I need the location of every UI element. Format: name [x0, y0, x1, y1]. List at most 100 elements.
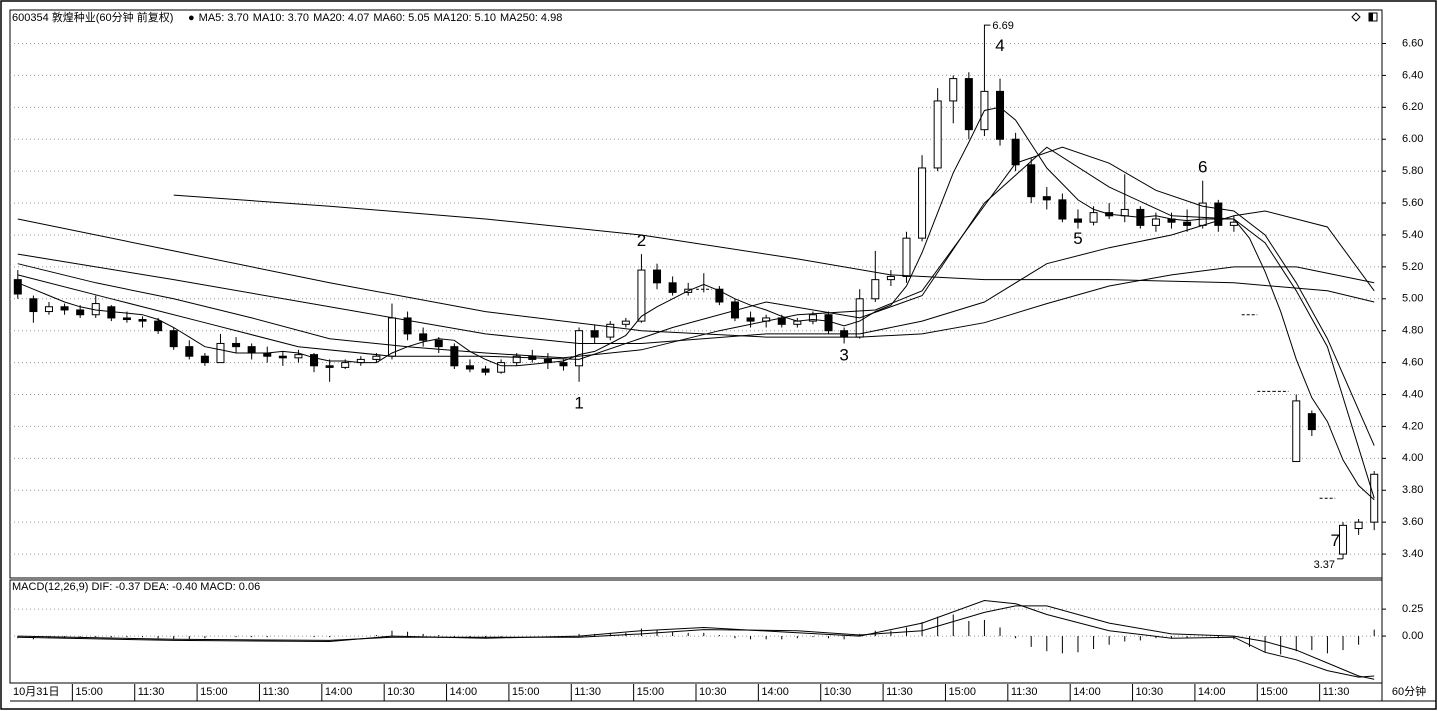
chart-title: 600354 敦煌种业(60分钟 前复权): [12, 10, 173, 24]
annotation: 1: [574, 394, 583, 413]
candle-body: [793, 320, 802, 325]
y-tick-label: 6.40: [1402, 69, 1423, 81]
x-tick-label: 11:30: [262, 686, 289, 698]
candle-body: [200, 355, 209, 364]
x-tick-label: 11:30: [1323, 686, 1350, 698]
x-tick-label: 15:00: [75, 686, 103, 698]
candle-body: [606, 323, 615, 338]
candle-body: [154, 320, 163, 332]
x-tick-label: 14:00: [1198, 686, 1226, 698]
candle-body: [29, 298, 38, 313]
candle-body: [964, 78, 973, 131]
candle-body: [434, 339, 443, 348]
candle-body: [1292, 400, 1301, 463]
x-tick-label: 10:30: [824, 686, 852, 698]
y-tick-label: 3.60: [1402, 516, 1423, 528]
ma-line: [17, 146, 1375, 499]
candle-body: [138, 319, 147, 322]
y-tick-label: 5.40: [1402, 229, 1423, 241]
y-tick-label: 6.00: [1402, 133, 1423, 145]
diamond-icon[interactable]: [1351, 12, 1361, 22]
candle-body: [1073, 218, 1082, 223]
candle-body: [76, 309, 85, 316]
candle-body: [60, 306, 69, 311]
candle-body: [668, 282, 677, 293]
annotation: 4: [995, 36, 1004, 55]
candle-body: [1214, 202, 1223, 226]
macd-line: [17, 605, 1375, 680]
candle-body: [263, 352, 272, 357]
legend-entry: MA20: 4.07: [313, 12, 369, 24]
annotation: 5: [1073, 229, 1082, 248]
candle-body: [216, 342, 225, 364]
candle-body: [1307, 413, 1316, 431]
candle-body: [653, 269, 662, 284]
candle-body: [1058, 199, 1067, 220]
candle-body: [294, 354, 303, 359]
candle-body: [310, 354, 319, 367]
y-tick-label: 4.20: [1402, 420, 1423, 432]
candle-body: [1151, 218, 1160, 226]
x-tick-label: 10:30: [1136, 686, 1164, 698]
annotation: 6: [1198, 157, 1207, 176]
candle-body: [341, 362, 350, 368]
x-tick-label: 10月31日: [13, 686, 59, 698]
candle-body: [107, 306, 116, 319]
y-tick-label: 6.60: [1402, 37, 1423, 49]
y-tick-label: 0.00: [1402, 630, 1423, 642]
candle-body: [512, 355, 521, 364]
x-tick-label: 15:00: [1260, 686, 1288, 698]
y-tick-label: 4.80: [1402, 325, 1423, 337]
ma-line: [17, 106, 1375, 501]
candle-body: [122, 317, 131, 321]
candle-body: [1370, 473, 1379, 523]
y-tick-label: 4.40: [1402, 388, 1423, 400]
legend-entry: MA10: 3.70: [253, 12, 309, 24]
x-tick-label: 11:30: [1011, 686, 1038, 698]
x-tick-label: 15:00: [637, 686, 665, 698]
candle-body: [247, 346, 256, 354]
candle-body: [621, 320, 630, 325]
annotation: 7: [1330, 531, 1339, 550]
x-tick-label: 11:30: [138, 686, 165, 698]
candle-body: [278, 355, 287, 359]
y-tick-label: 5.00: [1402, 293, 1423, 305]
high-label: 6.69: [992, 20, 1013, 32]
ma-line: [173, 194, 1375, 303]
ma-line: [17, 218, 1375, 338]
x-tick-label: 15:00: [948, 686, 976, 698]
candle-body: [637, 269, 646, 322]
x-tick-label: 11:30: [886, 686, 913, 698]
candle-body: [481, 368, 490, 373]
candle-body: [325, 365, 334, 368]
x-tick-label: 10:30: [699, 686, 727, 698]
legend-dot: ●: [188, 12, 195, 24]
candle-body: [824, 314, 833, 332]
candle-body: [918, 167, 927, 239]
candle-body: [871, 279, 880, 300]
candle-body: [1042, 196, 1051, 201]
y-tick-label: 5.60: [1402, 197, 1423, 209]
candle-body: [372, 355, 381, 360]
candle-body: [590, 330, 599, 338]
candle-body: [996, 90, 1005, 140]
x-tick-label: 15:00: [512, 686, 540, 698]
candle-body: [387, 317, 396, 357]
candle-body: [1089, 212, 1098, 223]
y-tick-label: 5.20: [1402, 261, 1423, 273]
candle-body: [232, 342, 241, 348]
candle-body: [169, 330, 178, 348]
candle-body: [1354, 521, 1363, 530]
candle-body: [808, 314, 817, 322]
candle-body: [886, 275, 895, 281]
candle-body: [746, 317, 755, 322]
legend-entry: MA60: 5.05: [373, 12, 429, 24]
candle-body: [497, 362, 506, 373]
candle-body: [13, 279, 22, 295]
y-tick-label: 5.80: [1402, 165, 1423, 177]
ma-line: [17, 210, 1375, 344]
x-tick-label: 14:00: [450, 686, 478, 698]
candle-body: [403, 317, 412, 335]
x-tick-label: 14:00: [1073, 686, 1101, 698]
